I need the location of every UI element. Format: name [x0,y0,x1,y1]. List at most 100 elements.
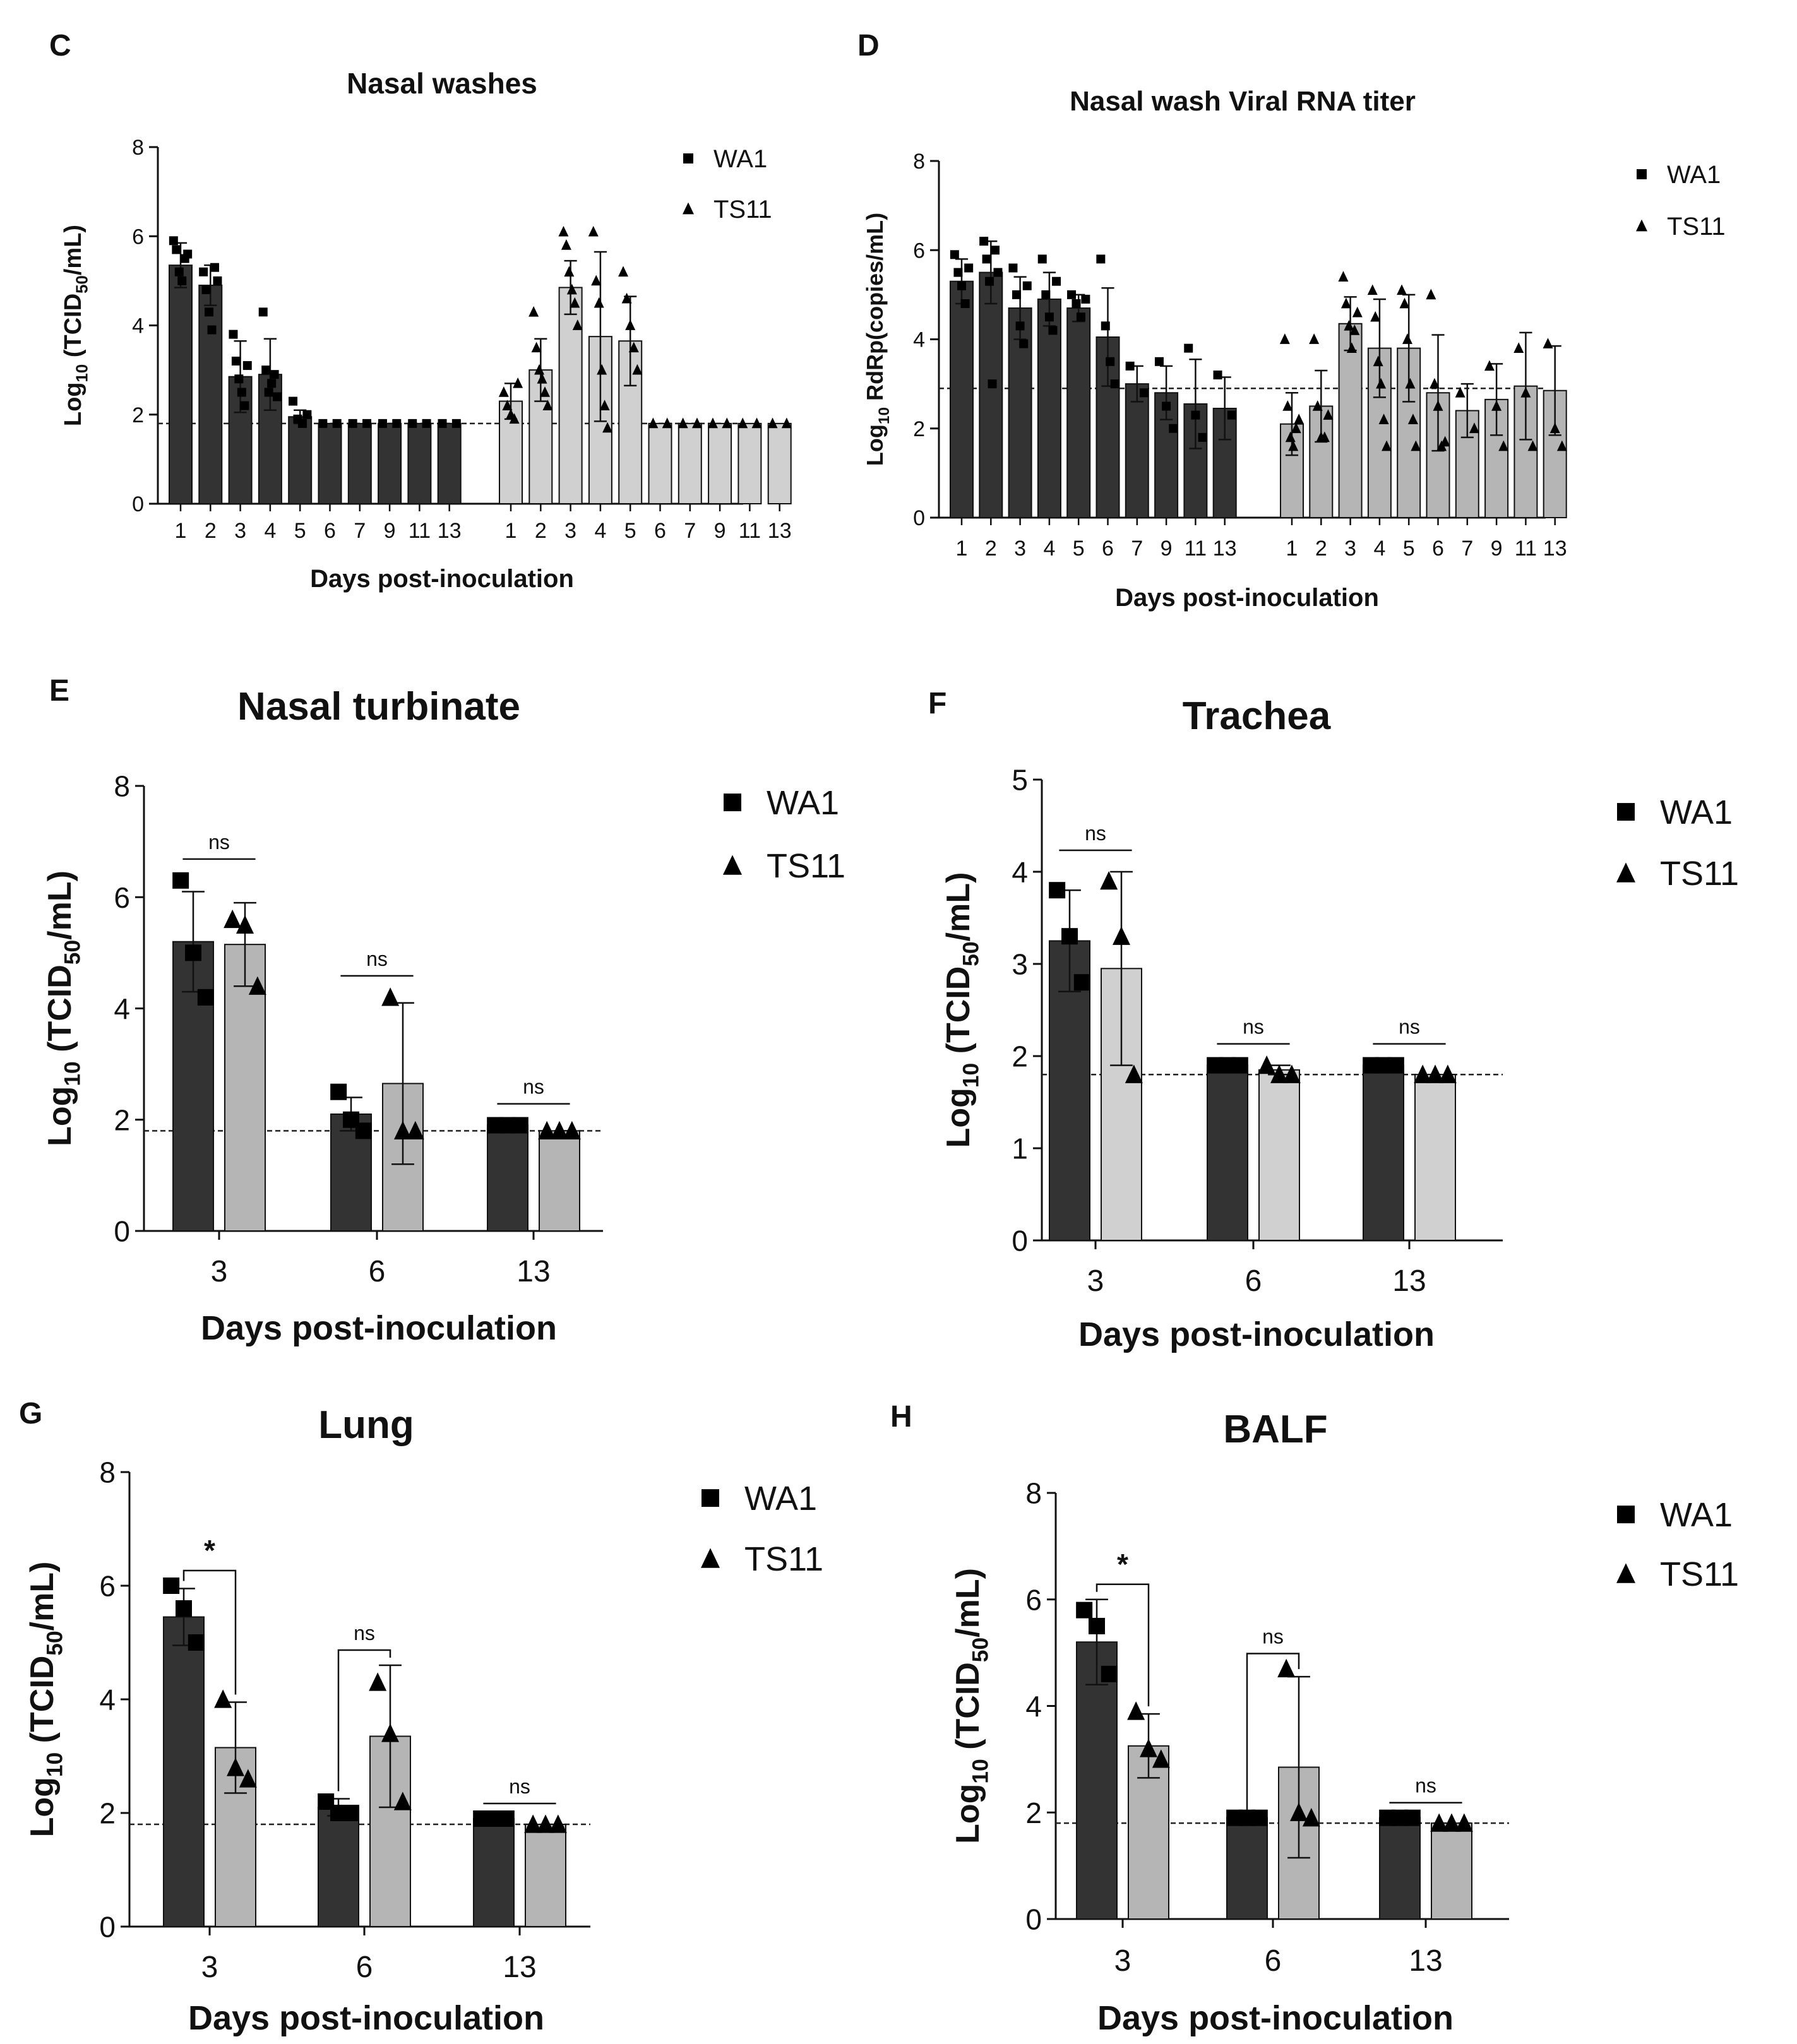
data-point [378,419,387,428]
data-point [1125,361,1135,371]
data-point [985,276,994,286]
data-point [570,297,580,308]
bar-wa1 [1125,383,1149,518]
data-point [229,330,238,339]
legend-square-marker [701,1489,719,1507]
x-tick-label: 11 [1515,537,1537,561]
data-point [205,307,214,317]
y-tick-label: 4 [114,992,130,1025]
data-point [1433,400,1443,411]
x-tick-label: 13 [516,1255,550,1288]
data-point [979,237,989,246]
bar-ts11 [767,422,792,504]
y-tick-label: 0 [114,1215,130,1248]
data-point [1073,974,1090,991]
data-point [632,364,643,375]
y-tick-label: 3 [1012,948,1028,981]
data-point [1352,306,1363,318]
data-point [1319,431,1330,443]
data-point [751,417,762,429]
y-axis-label: Log10 (TCID50/mL) [940,872,984,1148]
data-point [1404,1809,1421,1826]
data-point [538,1120,556,1140]
y-tick-label: 8 [1025,1477,1042,1510]
data-point [224,909,242,929]
data-point [513,377,523,388]
significance-bracket [182,1569,237,1695]
data-point [572,319,583,330]
panel-e: E Nasal turbinate 0 2 4 6 8 Log10 (TCID50/mL) Da… [42,674,845,1347]
x-axis-label: Days post-inoculation [1115,584,1379,612]
significance-label: * [1117,1548,1128,1581]
legend-label: WA1 [1660,793,1733,831]
significance-label: ns [1415,1774,1436,1797]
y-label-part: (TCID [24,1656,61,1752]
legend-label: TS11 [767,847,845,885]
data-point [1344,319,1354,331]
panel-letter: D [857,29,880,62]
x-tick-label: 5 [1073,537,1085,561]
legend-label: TS11 [1660,1555,1739,1593]
x-tick-label: 7 [1461,537,1473,561]
data-point [1100,870,1118,890]
data-point [597,364,607,375]
data-point [993,268,1003,277]
y-tick-label: 6 [99,1570,116,1603]
data-point [1346,342,1357,353]
data-point [169,236,178,246]
data-point [393,1791,412,1810]
x-tick-label: 2 [985,537,997,561]
data-point [1373,355,1383,367]
data-point [1258,1055,1276,1074]
data-point [1399,297,1410,309]
panel-letter: E [49,674,69,708]
data-point [237,388,246,397]
data-point [534,364,545,375]
x-tick-label: 9 [384,519,396,543]
y-label-part: (TCID [940,966,977,1063]
y-label-part: Log [862,424,888,466]
legend-triangle-marker [683,202,694,215]
data-point [213,276,222,285]
data-point [625,319,636,330]
data-point [1282,1064,1301,1083]
x-tick-label: 5 [294,519,306,543]
data-point [509,413,520,424]
data-point [1402,333,1412,344]
y-label-part: Log [42,1086,78,1146]
data-point [737,417,748,429]
panel-letter: H [890,1400,912,1434]
data-point [451,419,461,428]
x-tick-label: 6 [1265,1944,1282,1978]
panel-h: H BALF 0 2 4 6 8 Log10 (TCID50/mL) Days post-ino… [890,1400,1739,2037]
data-point [369,1672,387,1691]
y-tick-label: 2 [132,403,144,427]
data-point [242,361,252,371]
data-point [248,976,266,995]
x-tick-label: 4 [264,519,276,543]
data-point [558,225,569,237]
y-tick-label: 5 [1012,764,1028,797]
data-point [1426,1064,1444,1083]
legend-label: TS11 [1667,213,1726,241]
bar-ts11 [737,422,762,504]
y-label-part: Log [940,1088,977,1148]
bar-ts11 [648,422,672,504]
data-point [599,400,610,410]
data-point [1430,1813,1448,1832]
legend-triangle-marker [1616,862,1635,882]
legend-square-marker [1617,803,1635,821]
data-point [591,275,602,286]
significance-label: ns [1262,1625,1284,1648]
data-point [318,419,328,428]
data-point [528,306,539,317]
significance-label: ns [1085,822,1106,845]
data-point [1520,386,1531,398]
data-point [950,250,959,259]
y-tick-label: 6 [1025,1583,1042,1616]
data-point [172,872,189,889]
data-point [1323,409,1334,420]
data-point [602,422,613,433]
x-tick-label: 6 [356,1951,373,1984]
legend-label: WA1 [767,784,839,822]
